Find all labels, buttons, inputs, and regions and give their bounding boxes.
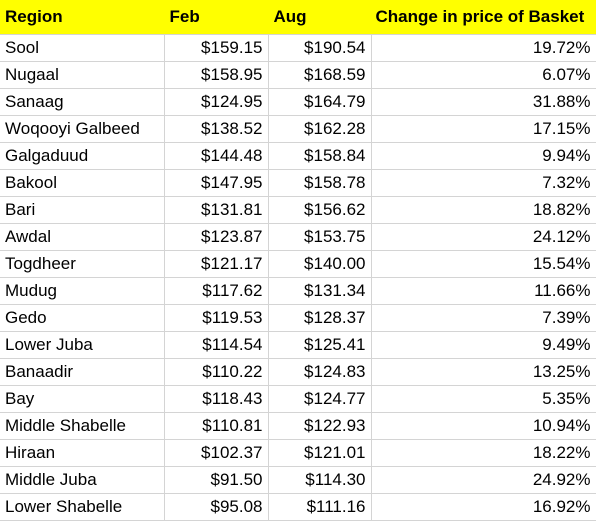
- cell-aug[interactable]: $128.37: [268, 304, 372, 332]
- table-row: Bakool $147.95 $158.78 7.32%: [0, 169, 596, 197]
- table-row: Sanaag $124.95 $164.79 31.88%: [0, 88, 596, 116]
- cell-feb[interactable]: $102.37: [164, 439, 269, 467]
- cell-change[interactable]: 18.22%: [371, 439, 596, 467]
- cell-feb[interactable]: $117.62: [164, 277, 269, 305]
- table-row: Lower Juba $114.54 $125.41 9.49%: [0, 331, 596, 359]
- cell-change[interactable]: 11.66%: [371, 277, 596, 305]
- cell-region[interactable]: Bakool: [0, 169, 165, 197]
- cell-change[interactable]: 10.94%: [371, 412, 596, 440]
- cell-change[interactable]: 24.12%: [371, 223, 596, 251]
- cell-feb[interactable]: $114.54: [164, 331, 269, 359]
- cell-aug[interactable]: $168.59: [268, 61, 372, 89]
- cell-aug[interactable]: $111.16: [268, 493, 372, 521]
- cell-region[interactable]: Bari: [0, 196, 165, 224]
- header-cell-feb[interactable]: Feb: [164, 0, 269, 35]
- cell-change[interactable]: 31.88%: [371, 88, 596, 116]
- cell-feb[interactable]: $123.87: [164, 223, 269, 251]
- table-row: Woqooyi Galbeed $138.52 $162.28 17.15%: [0, 115, 596, 143]
- cell-change[interactable]: 18.82%: [371, 196, 596, 224]
- cell-feb[interactable]: $95.08: [164, 493, 269, 521]
- cell-feb[interactable]: $147.95: [164, 169, 269, 197]
- cell-change[interactable]: 9.94%: [371, 142, 596, 170]
- cell-region[interactable]: Awdal: [0, 223, 165, 251]
- cell-feb[interactable]: $138.52: [164, 115, 269, 143]
- cell-feb[interactable]: $91.50: [164, 466, 269, 494]
- cell-region[interactable]: Lower Juba: [0, 331, 165, 359]
- cell-region[interactable]: Hiraan: [0, 439, 165, 467]
- cell-region[interactable]: Banaadir: [0, 358, 165, 386]
- table-row: Togdheer $121.17 $140.00 15.54%: [0, 250, 596, 278]
- cell-aug[interactable]: $131.34: [268, 277, 372, 305]
- cell-aug[interactable]: $190.54: [268, 34, 372, 62]
- cell-region[interactable]: Togdheer: [0, 250, 165, 278]
- cell-aug[interactable]: $158.84: [268, 142, 372, 170]
- cell-region[interactable]: Gedo: [0, 304, 165, 332]
- cell-feb[interactable]: $121.17: [164, 250, 269, 278]
- cell-aug[interactable]: $156.62: [268, 196, 372, 224]
- header-cell-aug[interactable]: Aug: [268, 0, 372, 35]
- cell-change[interactable]: 15.54%: [371, 250, 596, 278]
- cell-feb[interactable]: $119.53: [164, 304, 269, 332]
- cell-aug[interactable]: $124.83: [268, 358, 372, 386]
- cell-aug[interactable]: $122.93: [268, 412, 372, 440]
- cell-feb[interactable]: $110.81: [164, 412, 269, 440]
- cell-region[interactable]: Lower Shabelle: [0, 493, 165, 521]
- cell-change[interactable]: 7.39%: [371, 304, 596, 332]
- table-row: Hiraan $102.37 $121.01 18.22%: [0, 439, 596, 467]
- cell-aug[interactable]: $158.78: [268, 169, 372, 197]
- cell-region[interactable]: Woqooyi Galbeed: [0, 115, 165, 143]
- cell-feb[interactable]: $144.48: [164, 142, 269, 170]
- cell-change[interactable]: 17.15%: [371, 115, 596, 143]
- cell-region[interactable]: Nugaal: [0, 61, 165, 89]
- table-row: Lower Shabelle $95.08 $111.16 16.92%: [0, 493, 596, 521]
- table-row: Mudug $117.62 $131.34 11.66%: [0, 277, 596, 305]
- cell-feb[interactable]: $118.43: [164, 385, 269, 413]
- table-row: Banaadir $110.22 $124.83 13.25%: [0, 358, 596, 386]
- cell-change[interactable]: 6.07%: [371, 61, 596, 89]
- cell-change[interactable]: 5.35%: [371, 385, 596, 413]
- cell-aug[interactable]: $114.30: [268, 466, 372, 494]
- cell-region[interactable]: Mudug: [0, 277, 165, 305]
- cell-feb[interactable]: $124.95: [164, 88, 269, 116]
- table-row: Awdal $123.87 $153.75 24.12%: [0, 223, 596, 251]
- cell-region[interactable]: Galgaduud: [0, 142, 165, 170]
- table-row: Middle Juba $91.50 $114.30 24.92%: [0, 466, 596, 494]
- table-row: Nugaal $158.95 $168.59 6.07%: [0, 61, 596, 89]
- cell-feb[interactable]: $159.15: [164, 34, 269, 62]
- cell-region[interactable]: Middle Shabelle: [0, 412, 165, 440]
- cell-aug[interactable]: $140.00: [268, 250, 372, 278]
- table-row: Galgaduud $144.48 $158.84 9.94%: [0, 142, 596, 170]
- cell-region[interactable]: Bay: [0, 385, 165, 413]
- cell-region[interactable]: Sanaag: [0, 88, 165, 116]
- cell-aug[interactable]: $153.75: [268, 223, 372, 251]
- cell-aug[interactable]: $125.41: [268, 331, 372, 359]
- header-cell-change[interactable]: Change in price of Basket: [371, 0, 596, 35]
- table-row: Gedo $119.53 $128.37 7.39%: [0, 304, 596, 332]
- cell-aug[interactable]: $121.01: [268, 439, 372, 467]
- table-row: Middle Shabelle $110.81 $122.93 10.94%: [0, 412, 596, 440]
- cell-region[interactable]: Sool: [0, 34, 165, 62]
- cell-change[interactable]: 19.72%: [371, 34, 596, 62]
- cell-change[interactable]: 13.25%: [371, 358, 596, 386]
- cell-feb[interactable]: $158.95: [164, 61, 269, 89]
- table-row: Bay $118.43 $124.77 5.35%: [0, 385, 596, 413]
- cell-change[interactable]: 9.49%: [371, 331, 596, 359]
- cell-region[interactable]: Middle Juba: [0, 466, 165, 494]
- cell-change[interactable]: 16.92%: [371, 493, 596, 521]
- cell-aug[interactable]: $124.77: [268, 385, 372, 413]
- cell-feb[interactable]: $110.22: [164, 358, 269, 386]
- cell-change[interactable]: 24.92%: [371, 466, 596, 494]
- header-cell-region[interactable]: Region: [0, 0, 165, 35]
- table-row: Bari $131.81 $156.62 18.82%: [0, 196, 596, 224]
- cell-aug[interactable]: $162.28: [268, 115, 372, 143]
- table-body: Sool $159.15 $190.54 19.72% Nugaal $158.95 $1…: [0, 34, 596, 521]
- cell-feb[interactable]: $131.81: [164, 196, 269, 224]
- table-row: Sool $159.15 $190.54 19.72%: [0, 34, 596, 62]
- cell-change[interactable]: 7.32%: [371, 169, 596, 197]
- cell-aug[interactable]: $164.79: [268, 88, 372, 116]
- header-row: Region Feb Aug Change in price of Basket: [0, 0, 596, 35]
